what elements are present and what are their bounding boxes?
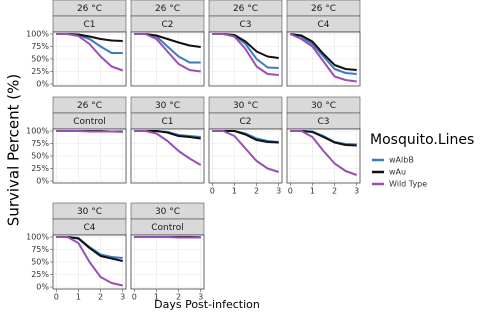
- y-tick-label: 100%: [26, 233, 49, 242]
- legend-label: wAu: [389, 168, 406, 177]
- x-tick-label: 2: [254, 187, 259, 196]
- x-tick-label: 1: [154, 293, 159, 302]
- x-tick-label: 2: [332, 187, 337, 196]
- strip-label: 30 °C: [155, 207, 180, 217]
- series-line: [290, 130, 358, 176]
- y-axis-title: Survival Percent (%): [5, 74, 23, 226]
- x-tick-label: 2: [176, 293, 181, 302]
- x-tick-label: 1: [76, 293, 81, 302]
- y-tick-label: 0%: [36, 283, 49, 292]
- series-line: [289, 33, 357, 83]
- series-line: [212, 33, 279, 76]
- y-tick-label: 75%: [31, 139, 49, 148]
- strip-label: C1: [161, 117, 173, 127]
- strip-label: 26 °C: [311, 4, 336, 14]
- strip-label: C1: [83, 20, 95, 30]
- x-tick-label: 3: [120, 293, 125, 302]
- x-tick-label: 0: [132, 293, 137, 302]
- x-tick-label: 3: [354, 187, 359, 196]
- legend-title: Mosquito.Lines: [370, 132, 474, 148]
- panel-border: [286, 31, 361, 87]
- y-tick-label: 100%: [26, 127, 49, 136]
- legend-label: wAlbB: [389, 156, 414, 165]
- series-line: [290, 33, 357, 71]
- x-tick-label: 3: [198, 293, 203, 302]
- panel-border: [52, 234, 127, 290]
- series-line: [134, 236, 201, 239]
- panel-border: [286, 128, 361, 184]
- y-tick-label: 75%: [31, 245, 49, 254]
- strip-label: 30 °C: [233, 101, 258, 111]
- strip-label: 26 °C: [155, 4, 180, 14]
- x-tick-label: 2: [98, 293, 103, 302]
- x-tick-label: 0: [54, 293, 59, 302]
- strip-label: 26 °C: [77, 4, 102, 14]
- strip-label: C3: [317, 117, 329, 127]
- panel-border: [208, 31, 283, 87]
- series-line: [56, 33, 124, 72]
- y-tick-label: 0%: [36, 80, 49, 89]
- strip-label: C2: [239, 117, 251, 127]
- series-line: [56, 130, 123, 133]
- strip-label: Control: [151, 223, 184, 233]
- strip-label: C2: [161, 20, 173, 30]
- y-tick-label: 25%: [31, 67, 49, 76]
- strip-label: 26 °C: [77, 101, 102, 111]
- x-tick-label: 0: [210, 187, 215, 196]
- x-tick-label: 1: [232, 187, 237, 196]
- y-tick-label: 25%: [31, 164, 49, 173]
- panel-border: [130, 31, 205, 87]
- panel-border: [52, 31, 127, 87]
- y-tick-label: 50%: [31, 55, 49, 64]
- panel-border: [130, 128, 205, 184]
- x-axis-title: Days Post-infection: [154, 298, 260, 311]
- strip-label: Control: [73, 117, 106, 127]
- panel-border: [52, 128, 127, 184]
- legend-label: Wild Type: [389, 180, 427, 189]
- panel-border: [130, 234, 205, 290]
- y-tick-label: 0%: [36, 177, 49, 186]
- y-tick-label: 25%: [31, 270, 49, 279]
- y-tick-label: 100%: [26, 30, 49, 39]
- strip-label: 30 °C: [155, 101, 180, 111]
- strip-label: C3: [239, 20, 251, 30]
- y-tick-label: 50%: [31, 152, 49, 161]
- series-line: [134, 130, 202, 166]
- strip-label: 30 °C: [77, 207, 102, 217]
- series-line: [56, 236, 123, 287]
- strip-label: C4: [317, 20, 329, 30]
- series-line: [212, 130, 280, 173]
- x-tick-label: 3: [276, 187, 281, 196]
- panel-border: [208, 128, 283, 184]
- y-tick-label: 75%: [31, 42, 49, 51]
- series-line: [134, 33, 201, 73]
- x-tick-label: 0: [288, 187, 293, 196]
- strip-label: C4: [83, 223, 95, 233]
- y-tick-label: 50%: [31, 258, 49, 267]
- strip-label: 30 °C: [311, 101, 336, 111]
- strip-label: 26 °C: [233, 4, 258, 14]
- x-tick-label: 1: [310, 187, 315, 196]
